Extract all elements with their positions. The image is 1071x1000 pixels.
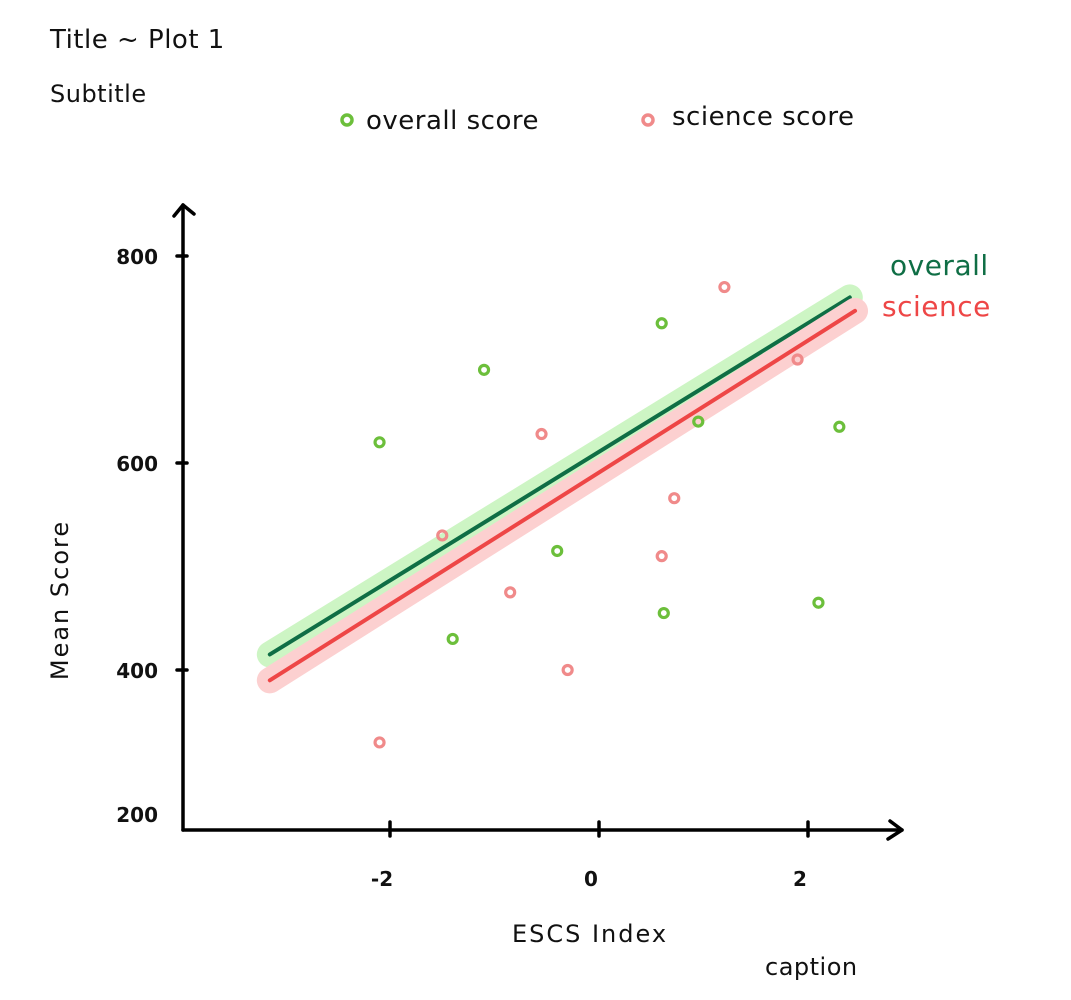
legend-label-overall: overall score	[366, 106, 539, 136]
legend: overall score science score	[340, 102, 854, 136]
x-tick-label: 0	[584, 867, 598, 891]
data-point-science-4	[561, 663, 574, 677]
trend-line-science	[267, 308, 858, 683]
data-point-science-5	[655, 550, 668, 563]
data-point-overall-7	[812, 596, 825, 609]
x-axis-label: ESCS Index	[512, 920, 668, 948]
x-tick-label: -2	[371, 867, 393, 891]
data-point-overall-8	[833, 420, 846, 433]
data-point-science-3	[535, 427, 548, 441]
data-point-science-2	[504, 586, 517, 599]
trend-label-overall: overall	[890, 249, 989, 282]
data-point-science-6	[668, 492, 681, 505]
data-point-overall-5	[692, 415, 705, 428]
y-tick-label: 800	[116, 245, 158, 269]
points-layer	[373, 280, 846, 749]
data-point-science-0	[373, 736, 386, 749]
legend-label-science: science score	[672, 102, 854, 132]
y-tick-label: 600	[116, 452, 158, 476]
trend-layer	[256, 284, 869, 694]
y-tick-label: 400	[116, 659, 158, 683]
x-axis-arrow	[886, 819, 904, 841]
data-point-overall-0	[373, 436, 386, 449]
data-point-science-7	[718, 280, 731, 294]
legend-marker-science	[641, 113, 655, 127]
trend-label-science: science	[882, 290, 991, 323]
chart-title: Title ~ Plot 1	[49, 25, 225, 55]
data-point-science-8	[791, 353, 804, 366]
data-point-science-1	[436, 529, 449, 542]
data-point-overall-3	[551, 544, 564, 558]
axes: -2 0 2 200 400 600 800	[116, 203, 904, 891]
data-point-overall-2	[446, 632, 459, 646]
x-tick-label: 2	[793, 867, 807, 891]
chart-subtitle: Subtitle	[50, 80, 147, 108]
chart-caption: caption	[765, 953, 858, 981]
trend-line-overall	[267, 295, 852, 657]
y-axis-label: Mean Score	[46, 520, 74, 680]
data-point-overall-1	[477, 363, 491, 376]
labels-layer: overall science	[882, 249, 991, 323]
legend-marker-overall	[340, 113, 354, 127]
data-point-overall-6	[657, 606, 670, 620]
data-point-overall-4	[655, 317, 668, 330]
y-axis-arrow	[172, 203, 196, 218]
y-tick-label: 200	[116, 803, 158, 827]
